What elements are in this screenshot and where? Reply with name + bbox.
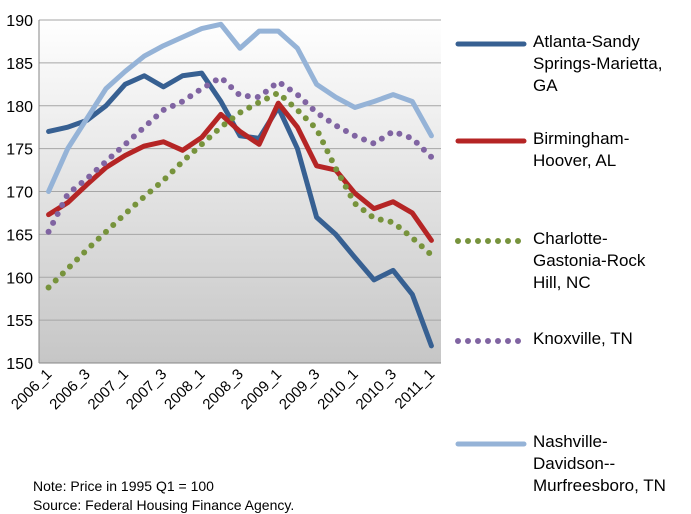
series-line bbox=[46, 100, 434, 243]
x-tick-label: 2011_1 bbox=[392, 366, 439, 413]
x-tick-label: 2009_3 bbox=[276, 366, 323, 413]
y-tick-label: 150 bbox=[6, 356, 33, 373]
legend-label: Atlanta-Sandy Springs-Marietta, GA bbox=[533, 32, 663, 95]
series-line bbox=[46, 21, 434, 194]
x-tick-label: 2006_3 bbox=[46, 366, 93, 413]
y-tick-label: 180 bbox=[6, 99, 33, 116]
y-tick-label: 165 bbox=[6, 227, 33, 244]
legend-label: Knoxville, TN bbox=[533, 329, 633, 348]
series-line bbox=[45, 73, 435, 235]
y-tick-label: 170 bbox=[6, 185, 33, 202]
legend-label: Birmingham-Hoover, AL bbox=[533, 129, 630, 170]
x-tick-label: 2008_3 bbox=[199, 366, 246, 413]
legend-label: Nashville-Davidson--Murfreesboro, TN bbox=[533, 432, 666, 495]
y-tick-label: 185 bbox=[6, 56, 33, 73]
series-line bbox=[46, 70, 434, 349]
source: Source: Federal Housing Finance Agency. bbox=[33, 497, 295, 513]
x-tick-label: 2008_1 bbox=[161, 366, 208, 413]
x-tick-label: 2007_3 bbox=[123, 366, 170, 413]
y-tick-label: 160 bbox=[6, 270, 33, 287]
note: Note: Price in 1995 Q1 = 100 bbox=[33, 478, 214, 494]
y-tick-label: 155 bbox=[6, 313, 33, 330]
legend-label: Charlotte-Gastonia-Rock Hill, NC bbox=[533, 229, 646, 292]
x-tick-label: 2007_1 bbox=[85, 366, 132, 413]
x-tick-label: 2009_1 bbox=[238, 366, 285, 413]
series-line bbox=[45, 89, 435, 291]
x-tick-label: 2010_1 bbox=[314, 366, 361, 413]
x-tick-label: 2010_3 bbox=[353, 366, 400, 413]
y-tick-label: 190 bbox=[6, 13, 33, 30]
y-tick-label: 175 bbox=[6, 142, 33, 159]
